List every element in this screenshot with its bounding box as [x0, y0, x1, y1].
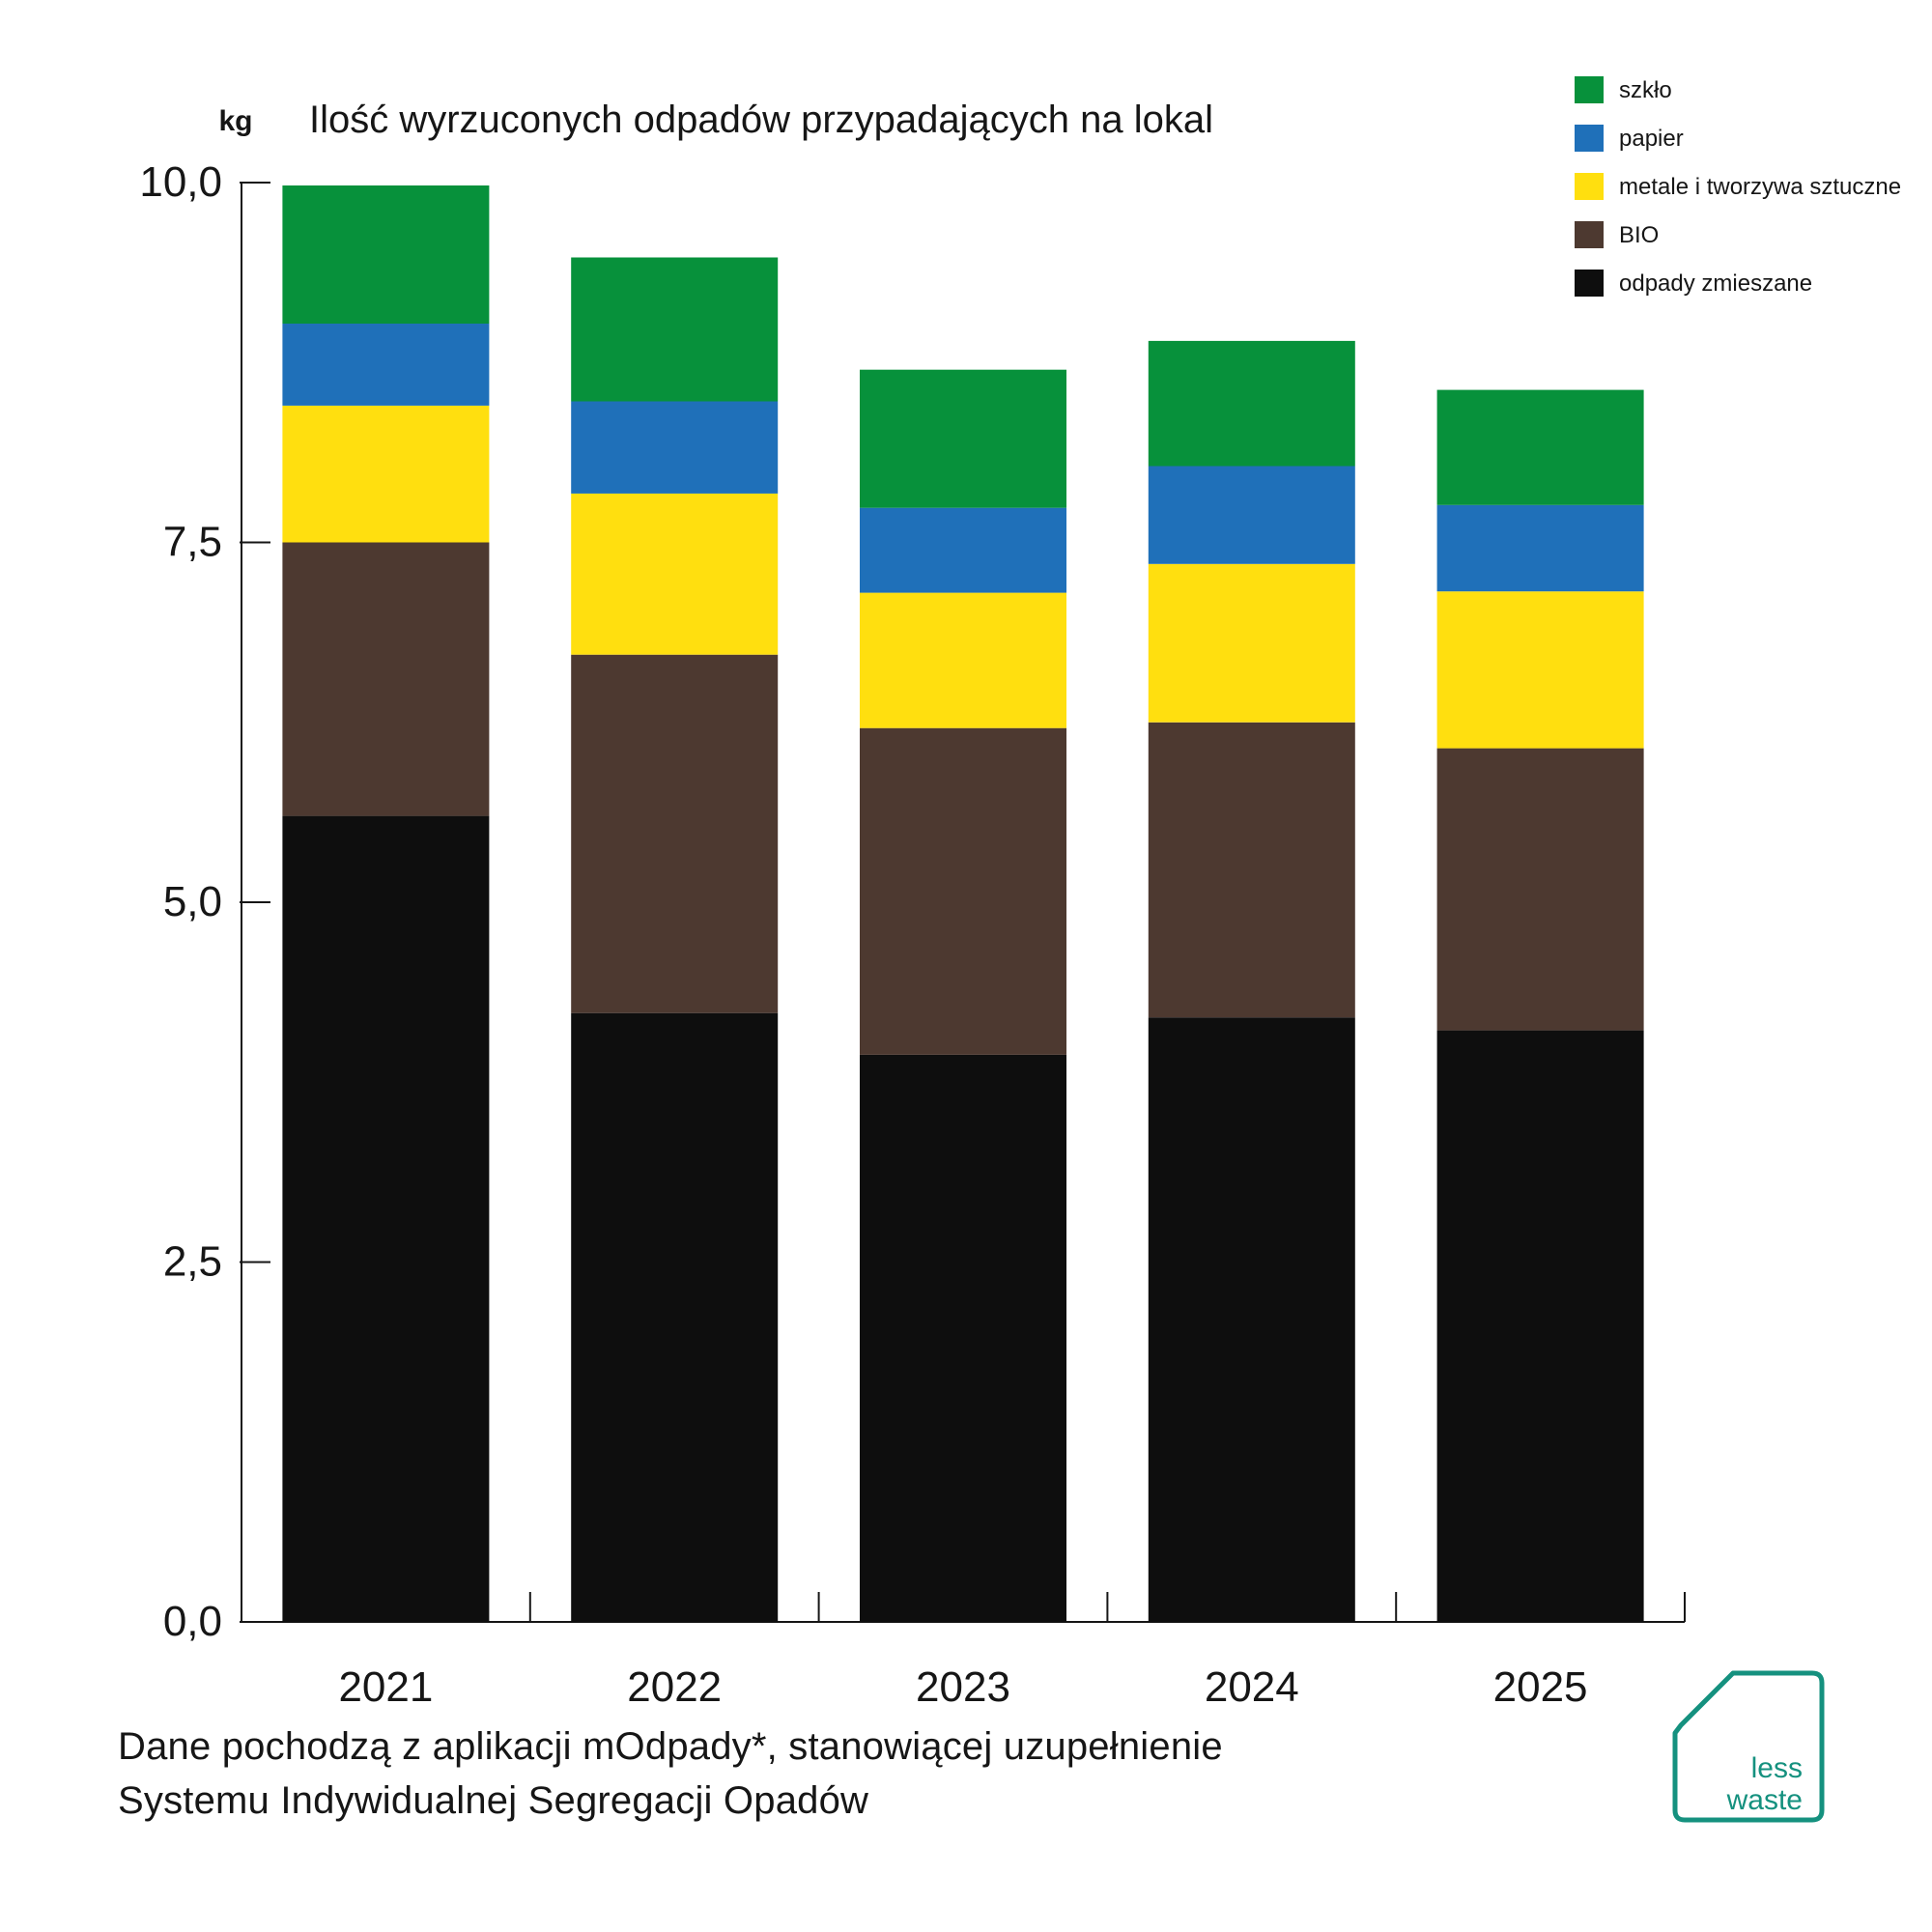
bar-2021-series-2: [282, 406, 490, 543]
legend-label-0: szkło: [1619, 77, 1672, 103]
bar-2021-series-4: [282, 185, 490, 324]
footnote: Dane pochodzą z aplikacji mOdpady*, stan…: [118, 1719, 1223, 1828]
less-waste-logo: less waste: [1671, 1669, 1826, 1824]
bar-2021-series-0: [282, 815, 490, 1622]
legend-label-2: metale i tworzywa sztuczne: [1619, 174, 1901, 200]
y-tick-label-4: 0,0: [163, 1598, 222, 1645]
legend-swatch-4: [1575, 270, 1604, 297]
legend-swatch-3: [1575, 221, 1604, 248]
logo-line-1: less: [1750, 1752, 1803, 1784]
bar-2022-series-1: [571, 654, 779, 1013]
chart-title: Ilość wyrzuconych odpadów przypadających…: [309, 99, 1213, 141]
bar-2025-series-3: [1436, 504, 1644, 592]
bar-2025-series-1: [1436, 748, 1644, 1031]
bar-2024-series-3: [1148, 466, 1355, 564]
y-tick-label-0: 10,0: [139, 158, 222, 206]
logo-line-2: waste: [1726, 1784, 1803, 1816]
bar-2023-series-1: [860, 727, 1066, 1055]
x-tick-label-2025: 2025: [1493, 1663, 1588, 1711]
bar-2025-series-2: [1436, 591, 1644, 749]
x-tick-label-2021: 2021: [338, 1663, 433, 1711]
bar-2025-series-4: [1436, 389, 1644, 505]
x-tick-label-2024: 2024: [1205, 1663, 1299, 1711]
y-tick-label-3: 2,5: [163, 1238, 222, 1286]
legend-label-3: BIO: [1619, 222, 1659, 248]
bar-2022-series-3: [571, 401, 779, 494]
bar-2024-series-1: [1148, 722, 1355, 1018]
footnote-line-2: Systemu Indywidualnej Segregacji Opadów: [118, 1779, 869, 1822]
legend-label-4: odpady zmieszane: [1619, 270, 1812, 297]
legend-swatch-1: [1575, 125, 1604, 152]
bar-2024-series-2: [1148, 563, 1355, 723]
bar-2022-series-0: [571, 1012, 779, 1622]
bar-2021-series-1: [282, 542, 490, 816]
bars: [282, 185, 1644, 1622]
legend: szkło papier metale i tworzywa sztuczne BIO…: [1575, 76, 1901, 297]
bar-2022-series-2: [571, 493, 779, 655]
bar-2025-series-0: [1436, 1030, 1644, 1622]
legend-label-1: papier: [1619, 126, 1684, 152]
bar-2024-series-4: [1148, 340, 1355, 467]
y-axis-unit-label: kg: [218, 105, 252, 137]
bar-2021-series-3: [282, 324, 490, 406]
legend-swatch-0: [1575, 76, 1604, 103]
footnote-line-1: Dane pochodzą z aplikacji mOdpady*, stan…: [118, 1725, 1223, 1768]
bar-2023-series-4: [860, 369, 1066, 508]
x-tick-label-2023: 2023: [916, 1663, 1010, 1711]
y-tick-label-2: 5,0: [163, 878, 222, 925]
bar-2023-series-0: [860, 1054, 1066, 1622]
x-tick-label-2022: 2022: [627, 1663, 722, 1711]
logo-outline-icon: [1672, 1670, 1825, 1823]
bar-2023-series-3: [860, 507, 1066, 593]
legend-swatch-2: [1575, 173, 1604, 200]
y-tick-label-1: 7,5: [163, 519, 222, 566]
bar-2023-series-2: [860, 592, 1066, 728]
logo-text: less waste: [1727, 1752, 1803, 1816]
bar-2024-series-0: [1148, 1017, 1355, 1622]
bar-2022-series-4: [571, 257, 779, 402]
